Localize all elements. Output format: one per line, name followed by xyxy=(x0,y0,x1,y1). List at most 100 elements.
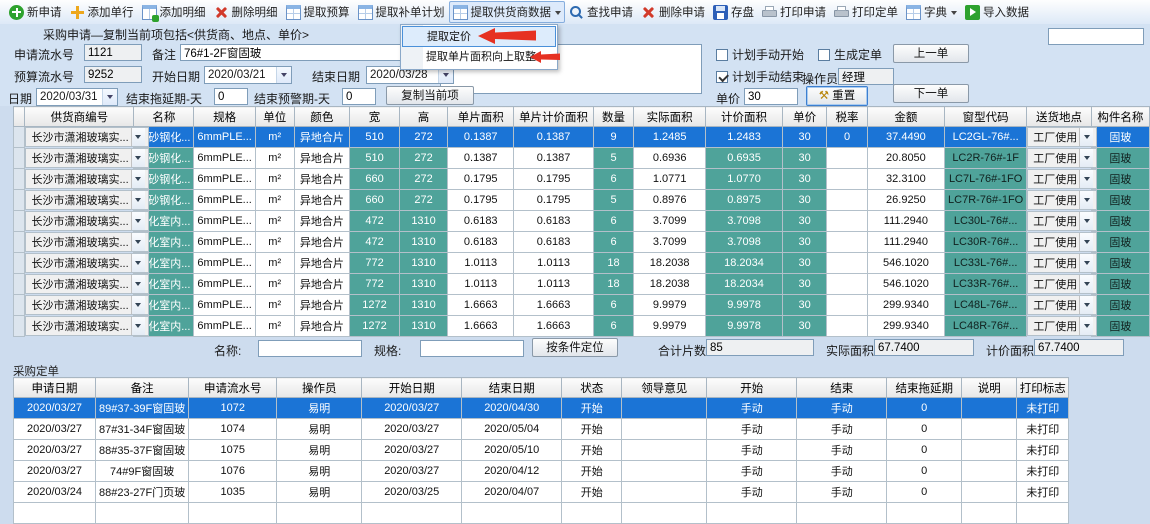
priced-area-cell[interactable]: 0.6935 xyxy=(704,147,784,169)
height-cell[interactable]: 272 xyxy=(398,189,449,211)
spec-cell[interactable]: 6mmPLE... xyxy=(193,273,256,295)
piece-priced-area-cell[interactable]: 0.1795 xyxy=(513,168,594,190)
quantity-cell[interactable]: 5 xyxy=(592,189,635,211)
quantity-cell[interactable]: 6 xyxy=(592,231,635,253)
note-cell[interactable] xyxy=(961,418,1018,440)
supplier-code-cell[interactable]: 长沙市潇湘玻璃实... xyxy=(25,231,149,252)
budget-no-input[interactable] xyxy=(84,66,142,83)
next-order-button[interactable]: 下一单 xyxy=(893,84,969,103)
end-mode-cell[interactable] xyxy=(796,502,888,524)
window-code-cell[interactable]: LC48R-76#... xyxy=(944,315,1028,337)
priced-area-cell[interactable]: 18.2034 xyxy=(704,252,784,274)
dropdown-arrow-icon[interactable] xyxy=(1079,232,1094,251)
amount-cell[interactable]: 546.1020 xyxy=(866,252,946,274)
tax-rate-cell[interactable] xyxy=(826,315,868,337)
toolbar-button-extract-budget[interactable]: 提取预算 xyxy=(282,1,354,23)
priced-area-cell[interactable]: 9.9978 xyxy=(704,294,784,316)
dropdown-arrow-icon[interactable] xyxy=(130,211,145,230)
color-cell[interactable]: 异地合片 xyxy=(293,168,351,190)
dropdown-arrow-icon[interactable] xyxy=(1079,274,1094,293)
piece-area-cell[interactable]: 0.1387 xyxy=(447,126,515,148)
toolbar-button-delete-request[interactable]: 删除申请 xyxy=(637,1,709,23)
start-mode-cell[interactable]: 手动 xyxy=(706,418,798,440)
leader-opinion-cell[interactable] xyxy=(621,418,708,440)
leader-opinion-cell[interactable] xyxy=(621,439,708,461)
quantity-cell[interactable]: 18 xyxy=(592,252,635,274)
filter-name-input[interactable] xyxy=(258,340,362,357)
component-name-cell[interactable]: 固玻 xyxy=(1090,231,1150,253)
apply-serial-cell[interactable]: 1074 xyxy=(188,418,278,440)
checkbox-icon[interactable] xyxy=(818,48,830,61)
window-code-cell[interactable]: LC33R-76#... xyxy=(944,273,1028,295)
checkbox-plan-manual-end[interactable]: 计划手动结束 xyxy=(716,68,804,85)
supplier-code-cell[interactable]: 长沙市潇湘玻璃实... xyxy=(25,210,149,231)
color-cell[interactable]: 异地合片 xyxy=(293,273,351,295)
delivery-location-cell[interactable]: 工厂使用 xyxy=(1027,127,1098,147)
component-name-cell[interactable]: 固玻 xyxy=(1090,315,1150,337)
supplier-code-cell[interactable]: 长沙市潇湘玻璃实... xyxy=(25,127,149,147)
end-date-cell[interactable]: 2020/05/10 xyxy=(461,439,563,461)
height-cell[interactable]: 272 xyxy=(398,126,449,148)
menu-item-extract-pricing[interactable]: 提取定价 xyxy=(402,26,556,47)
tax-rate-cell[interactable] xyxy=(826,294,868,316)
window-code-cell[interactable]: LC30R-76#... xyxy=(944,231,1028,253)
apply-date-cell[interactable]: 2020/03/27 xyxy=(13,418,96,440)
color-cell[interactable]: 异地合片 xyxy=(293,210,351,232)
dropdown-arrow-icon[interactable] xyxy=(1079,295,1094,314)
component-name-cell[interactable]: 固玻 xyxy=(1090,294,1150,316)
piece-area-cell[interactable]: 0.1795 xyxy=(447,189,515,211)
leader-opinion-cell[interactable] xyxy=(621,502,708,524)
dropdown-arrow-icon[interactable] xyxy=(130,148,145,167)
note-cell[interactable] xyxy=(961,397,1018,419)
quantity-cell[interactable]: 6 xyxy=(592,294,635,316)
apply-serial-cell[interactable] xyxy=(188,502,278,524)
status-cell[interactable]: 开始 xyxy=(561,481,623,503)
component-name-cell[interactable]: 固玻 xyxy=(1090,168,1150,190)
end-delay-cell[interactable]: 0 xyxy=(886,397,963,419)
toolbar-button-add-row[interactable]: 添加单行 xyxy=(66,1,138,23)
actual-area-cell[interactable]: 0.6936 xyxy=(633,147,706,169)
unit-price-cell[interactable]: 30 xyxy=(782,231,828,253)
amount-cell[interactable]: 20.8050 xyxy=(866,147,946,169)
checkbox-icon[interactable] xyxy=(716,70,728,83)
spec-cell[interactable]: 6mmPLE... xyxy=(193,231,256,253)
component-name-cell[interactable]: 固玻 xyxy=(1090,147,1150,169)
piece-priced-area-cell[interactable]: 1.0113 xyxy=(513,252,594,274)
apply-serial-cell[interactable]: 1076 xyxy=(188,460,278,482)
dropdown-arrow-icon[interactable] xyxy=(1079,169,1094,188)
priced-area-cell[interactable]: 3.7098 xyxy=(704,231,784,253)
window-code-cell[interactable]: LC33L-76#... xyxy=(944,252,1028,274)
dropdown-arrow-icon[interactable] xyxy=(130,169,145,188)
actual-area-cell[interactable]: 0.8976 xyxy=(633,189,706,211)
unit-cell[interactable]: m² xyxy=(254,252,295,274)
height-cell[interactable]: 1310 xyxy=(398,273,449,295)
toolbar-button-extract-supplement-plan[interactable]: 提取补单计划 xyxy=(354,1,449,23)
delivery-location-cell[interactable]: 工厂使用 xyxy=(1027,315,1098,336)
supplier-code-cell[interactable]: 长沙市潇湘玻璃实... xyxy=(25,189,149,210)
priced-area-cell[interactable]: 1.0770 xyxy=(704,168,784,190)
spec-cell[interactable]: 6mmPLE... xyxy=(193,126,256,148)
unit-price-cell[interactable]: 30 xyxy=(782,168,828,190)
end-warning-input[interactable] xyxy=(342,88,376,105)
color-cell[interactable]: 异地合片 xyxy=(293,294,351,316)
end-delay-cell[interactable]: 0 xyxy=(886,439,963,461)
toolbar-button-print-order[interactable]: 打印定单 xyxy=(830,1,902,23)
dropdown-arrow-icon[interactable] xyxy=(1079,253,1094,272)
supplier-code-cell[interactable]: 长沙市潇湘玻璃实... xyxy=(25,273,149,294)
unit-cell[interactable]: m² xyxy=(254,315,295,337)
component-name-cell[interactable]: 固玻 xyxy=(1090,126,1150,148)
piece-priced-area-cell[interactable]: 0.1387 xyxy=(513,126,594,148)
dropdown-arrow-icon[interactable] xyxy=(1079,316,1094,335)
unit-price-input[interactable] xyxy=(744,88,798,105)
delivery-location-cell[interactable]: 工厂使用 xyxy=(1027,294,1098,315)
actual-area-cell[interactable]: 9.9979 xyxy=(633,315,706,337)
window-code-cell[interactable]: LC2GL-76#... xyxy=(944,126,1028,148)
actual-area-cell[interactable]: 9.9979 xyxy=(633,294,706,316)
apply-serial-cell[interactable]: 1075 xyxy=(188,439,278,461)
component-name-cell[interactable]: 固玻 xyxy=(1090,273,1150,295)
component-name-cell[interactable]: 固玻 xyxy=(1090,210,1150,232)
component-name-cell[interactable]: 固玻 xyxy=(1090,252,1150,274)
unit-cell[interactable]: m² xyxy=(254,168,295,190)
piece-priced-area-cell[interactable]: 0.1795 xyxy=(513,189,594,211)
tax-rate-cell[interactable] xyxy=(826,168,868,190)
